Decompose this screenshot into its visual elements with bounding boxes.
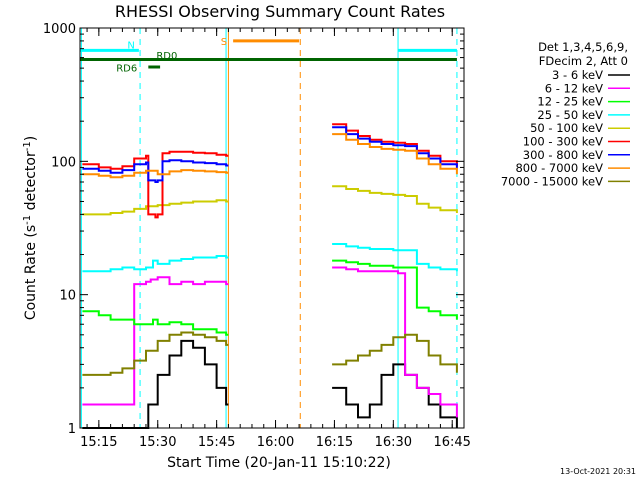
flag-label-n: N [127, 40, 134, 51]
x-tick-label-16-45: 16:45 [433, 435, 470, 450]
legend-header-line-2: FDecim 2, Att 0 [539, 54, 628, 68]
legend-label-100-300-kev: 100 - 300 keV [523, 135, 603, 149]
legend-label-25-50-kev: 25 - 50 keV [537, 108, 603, 122]
series-7000-15000-kev [82, 331, 458, 376]
y-axis-label: Count Rate (s-1 detector-1) [22, 136, 40, 320]
series-12-25-kev [82, 259, 458, 336]
chart-title: RHESSI Observing Summary Count Rates [115, 2, 445, 21]
x-tick-label-15-15: 15:15 [80, 435, 117, 450]
legend-label-12-25-kev: 12 - 25 keV [537, 95, 603, 109]
legend-label-7000-15000-kev: 7000 - 15000 keV [501, 174, 603, 188]
y-tick-label-1: 1 [68, 422, 76, 437]
x-tick-label-16-30: 16:30 [375, 435, 412, 450]
flag-label-rd6: RD6 [116, 64, 137, 75]
legend: Det 1,3,4,5,6,9, FDecim 2, Att 0 3 - 6 k… [501, 40, 630, 188]
series-100-300-kev [82, 123, 458, 219]
legend-label-50-100-kev: 50 - 100 keV [530, 121, 603, 135]
y-axis-label-main: Count Rate (s [23, 225, 39, 320]
series-50-100-kev [82, 185, 458, 216]
x-tick-label-15-45: 15:45 [198, 435, 235, 450]
x-tick-label-16-15: 16:15 [316, 435, 353, 450]
y-tick-label-1000: 1000 [43, 22, 76, 37]
y-axis-label-sup2: -1 [22, 141, 33, 151]
flag-label-rd0: RD0 [156, 51, 177, 62]
y-tick-label-100: 100 [51, 155, 76, 170]
y-axis-label-end: ) [23, 136, 39, 141]
legend-label-6-12-kev: 6 - 12 keV [545, 81, 603, 95]
series-3-6-kev [82, 339, 458, 429]
y-axis: 1 10 100 1000 [43, 22, 464, 437]
plot-frame [79, 27, 465, 429]
y-axis-label-sup1: -1 [22, 215, 33, 225]
x-axis-label: Start Time (20-Jan-11 15:10:22) [167, 455, 391, 471]
y-axis-label-mid: detector [23, 151, 39, 215]
y-tick-label-10: 10 [59, 289, 76, 304]
legend-header-line-1: Det 1,3,4,5,6,9, [538, 40, 628, 54]
series-300-800-kev [82, 126, 458, 183]
series-layer [82, 123, 458, 429]
legend-label-800-7000-kev: 800 - 7000 keV [515, 161, 603, 175]
x-tick-label-15-30: 15:30 [139, 435, 176, 450]
series-800-7000-kev [82, 133, 458, 179]
x-axis: 15:15 15:30 15:45 16:00 16:15 16:30 16:45 [80, 28, 471, 450]
series-6-12-kev [82, 266, 458, 418]
flags-layer: N S RD6 RD0 [80, 37, 457, 75]
flag-label-s: S [221, 37, 227, 48]
legend-label-3-6-kev: 3 - 6 keV [552, 68, 603, 82]
timestamp: 13-Oct-2021 20:31 [560, 467, 636, 476]
vlines-layer [80, 28, 458, 428]
series-25-50-kev [82, 243, 458, 273]
x-tick-label-16-00: 16:00 [257, 435, 294, 450]
legend-label-300-800-kev: 300 - 800 keV [523, 148, 603, 162]
